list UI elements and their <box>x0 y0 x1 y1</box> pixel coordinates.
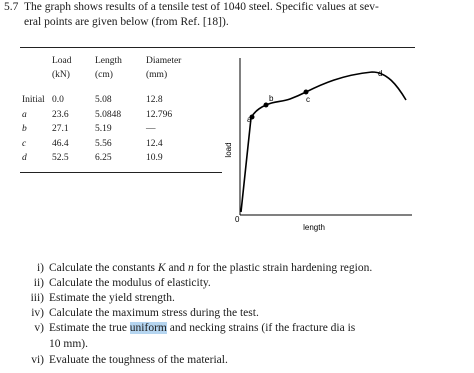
table-cell: d <box>22 153 27 163</box>
table-header: (cm) <box>95 70 113 80</box>
table-cell: 12.8 <box>146 95 163 105</box>
text-part: and necking strains (if the fracture dia… <box>166 322 356 334</box>
point-label: d <box>378 69 382 78</box>
table-cell: b <box>22 124 27 134</box>
table-cell: 10.9 <box>146 153 163 163</box>
origin-label: 0 <box>235 215 240 224</box>
table-header: (kN) <box>52 70 70 80</box>
text-part: Calculate the maximum stress during the … <box>49 307 259 319</box>
problem-line: The graph shows results of a tensile tes… <box>24 1 379 13</box>
question-text: 10 mm). <box>49 338 88 350</box>
table-header: Load <box>52 56 72 66</box>
question-text: Calculate the constants K and n for the … <box>49 262 372 274</box>
text-part: K <box>157 262 166 274</box>
text-part: Evaluate the toughness of the material. <box>49 354 228 366</box>
question-number: iii) <box>30 292 44 304</box>
text-part: uniform <box>129 322 167 334</box>
question-number: v) <box>34 322 44 334</box>
text-part: Estimate the yield strength. <box>49 292 175 304</box>
table-cell: 5.56 <box>95 138 112 149</box>
table-cell: 6.25 <box>95 153 112 163</box>
table-cell: 0.0 <box>52 95 64 105</box>
x-label: length <box>303 223 325 232</box>
question-number: i) <box>36 262 44 274</box>
table-cell: 5.0848 <box>95 109 122 120</box>
table-cell: 46.4 <box>52 138 69 149</box>
text-part: Calculate the constants <box>49 262 158 274</box>
point-label: a <box>247 115 252 124</box>
problem-line: eral points are given below (from Ref. [… <box>24 16 229 28</box>
question-text: Calculate the modulus of elasticity. <box>49 277 211 289</box>
point-label: c <box>306 95 310 104</box>
table-cell: — <box>146 124 156 134</box>
table-cell: 5.08 <box>95 95 112 105</box>
question-number: ii) <box>33 277 44 289</box>
text-part: Estimate the true <box>49 322 130 334</box>
table-cell: 5.19 <box>95 124 112 134</box>
table-cell: 23.6 <box>52 109 69 120</box>
point-label: b <box>269 94 274 103</box>
text-part: for the plastic strain hardening region. <box>193 262 373 274</box>
question-number: vi) <box>31 354 44 366</box>
rule <box>20 47 415 48</box>
text-part: and <box>165 262 188 274</box>
table-cell: 12.796 <box>146 109 173 120</box>
text-part: Calculate the modulus of elasticity. <box>49 277 211 289</box>
table-header: Length <box>95 56 122 66</box>
text-part: n <box>187 262 194 274</box>
y-label: load <box>224 142 233 157</box>
table-header: Diameter <box>146 56 182 66</box>
question-text: Evaluate the toughness of the material. <box>49 354 228 366</box>
table-cell: a <box>22 109 27 120</box>
point-c <box>303 89 309 95</box>
rule <box>20 172 222 173</box>
table-cell: 12.4 <box>146 138 163 149</box>
question-text: Estimate the true uniform and necking st… <box>49 322 355 334</box>
table-header: (mm) <box>146 70 168 80</box>
curve <box>240 71 407 213</box>
table-cell: 27.1 <box>52 124 69 134</box>
question-text: Estimate the yield strength. <box>49 292 175 304</box>
table-cell: c <box>22 138 27 149</box>
graph: a b c d load 0 length <box>224 58 412 232</box>
table-cell: Initial <box>22 95 45 105</box>
question-text: Calculate the maximum stress during the … <box>49 307 259 319</box>
table-cell: 52.5 <box>52 153 69 163</box>
point-a <box>249 114 255 120</box>
question-number: iv) <box>31 307 44 319</box>
point-b <box>263 102 269 108</box>
problem-number: 5.7 <box>4 1 19 13</box>
